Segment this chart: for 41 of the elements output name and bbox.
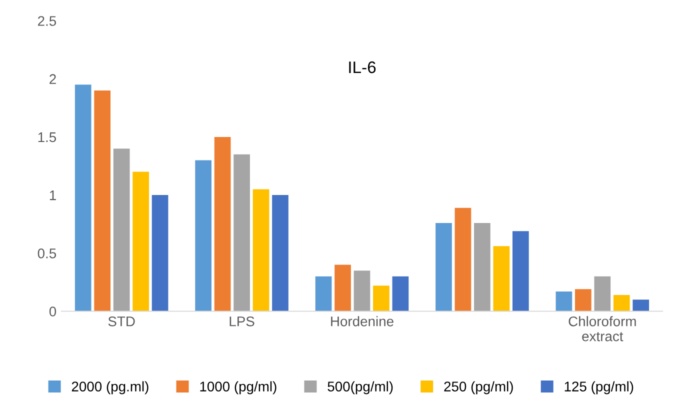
bar <box>113 148 130 312</box>
y-tick-label: 2.5 <box>38 16 56 26</box>
text: IL-6 <box>349 61 376 74</box>
bar <box>594 276 611 312</box>
y-tick-label: 1.5 <box>38 132 56 142</box>
bar <box>512 231 529 312</box>
y-tick-label: 0 <box>49 306 56 316</box>
legend-label: 125 (pg/ml) <box>564 381 634 394</box>
bar <box>392 276 409 312</box>
bar <box>474 222 490 312</box>
bar <box>152 195 168 312</box>
x-tick-label: STD <box>108 316 135 326</box>
y-tick-label: 2 <box>50 74 56 84</box>
bar <box>234 154 250 312</box>
bar <box>493 246 510 312</box>
bar <box>454 208 472 312</box>
legend-label: 1000 (pg/ml) <box>200 381 276 394</box>
bar <box>132 172 149 312</box>
bar <box>252 189 270 312</box>
bar <box>315 276 332 312</box>
x-tick-label: Chloroform extract <box>568 316 636 342</box>
legend-label: 500(pg/ml) <box>328 381 393 394</box>
bar <box>575 289 592 312</box>
x-tick-label: LPS <box>230 316 254 326</box>
bar <box>556 291 572 312</box>
legend-label: 2000 (pg.ml) <box>72 381 148 394</box>
bar <box>334 264 351 312</box>
bar <box>632 300 650 312</box>
x-tick-label: Hordenine <box>331 316 394 326</box>
y-tick-label: 1 <box>50 190 56 200</box>
bar <box>214 136 231 312</box>
bar <box>373 286 390 312</box>
bar <box>354 270 370 312</box>
bar <box>436 222 452 312</box>
y-tick-label: 0.5 <box>38 248 56 258</box>
bar <box>74 84 92 312</box>
bar <box>613 294 630 312</box>
bar <box>195 160 212 312</box>
bar <box>272 195 288 312</box>
bar <box>94 90 111 312</box>
legend-label: 250 (pg/ml) <box>444 381 513 394</box>
